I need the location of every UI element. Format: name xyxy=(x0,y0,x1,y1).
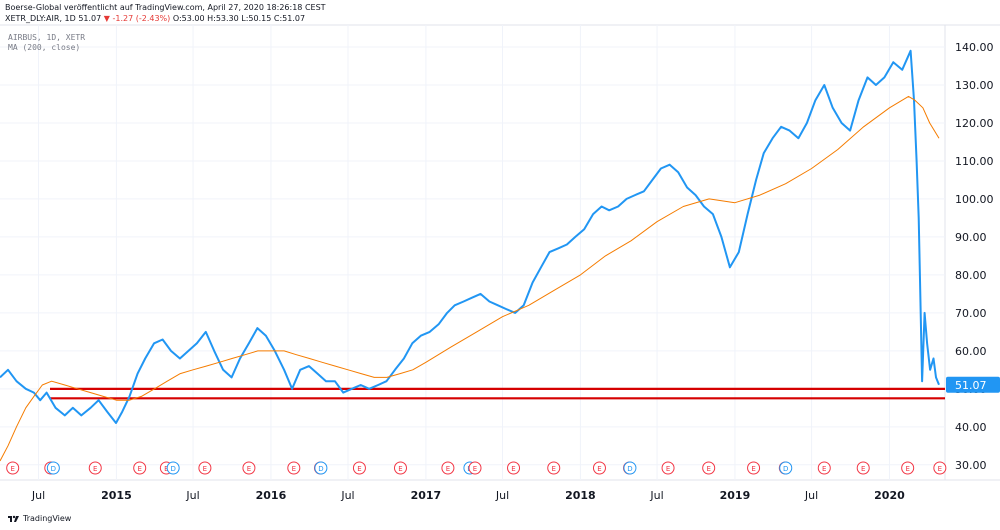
y-tick-label: 60.00 xyxy=(955,345,987,358)
x-tick-label: Jul xyxy=(185,489,199,502)
x-tick-label: Jul xyxy=(495,489,509,502)
event-marker-label: E xyxy=(822,465,826,473)
chart-grid xyxy=(0,24,1000,481)
tradingview-logo[interactable]: TradingView xyxy=(8,514,71,523)
x-tick-label: Jul xyxy=(804,489,818,502)
x-tick-label: Jul xyxy=(649,489,663,502)
event-marker xyxy=(747,461,761,475)
plot-area xyxy=(0,25,945,480)
event-marker-label: E xyxy=(203,465,207,473)
y-axis: 30.0040.0050.0060.0070.0080.0090.00100.0… xyxy=(955,41,994,472)
event-marker-label: D xyxy=(170,465,175,473)
last-price-box xyxy=(946,376,1000,393)
last-price-value: 51.07 xyxy=(955,379,987,392)
event-marker xyxy=(661,461,675,475)
x-tick-label: Jul xyxy=(340,489,354,502)
x-tick-label: 2020 xyxy=(874,489,905,502)
x-tick-label: 2018 xyxy=(565,489,596,502)
tradingview-label: TradingView xyxy=(23,514,72,523)
event-marker-label: E xyxy=(666,465,670,473)
event-marker xyxy=(242,461,256,475)
series-legend[interactable]: AIRBUS, 1D, XETR xyxy=(8,33,86,42)
event-marker-label: E xyxy=(10,465,14,473)
event-marker xyxy=(441,461,455,475)
support-lines xyxy=(50,387,945,400)
event-marker xyxy=(6,461,20,475)
event-marker-label: E xyxy=(446,465,450,473)
event-marker xyxy=(817,461,831,475)
y-tick-label: 100.00 xyxy=(955,193,994,206)
x-axis: Jul 2015 Jul 2016 Jul 2017 Jul 2018 Jul 2019 Jul 20… xyxy=(31,489,905,502)
chart-series xyxy=(0,49,940,462)
y-tick-label: 40.00 xyxy=(955,421,987,434)
event-marker-label: D xyxy=(627,465,632,473)
symbol-line: XETR_DLY:AIR, 1D 51.07 xyxy=(5,14,102,23)
event-marker xyxy=(779,461,793,475)
last-price-label: 51.07 xyxy=(946,376,1000,393)
y-tick-label: 140.00 xyxy=(955,41,994,54)
event-marker xyxy=(702,461,716,475)
y-tick-label: 80.00 xyxy=(955,269,987,282)
event-marker xyxy=(166,461,180,475)
y-tick-label: 90.00 xyxy=(955,231,987,244)
price-line xyxy=(0,49,940,424)
event-marker xyxy=(88,461,102,475)
event-marker xyxy=(623,461,637,475)
event-marker-label: E xyxy=(473,465,477,473)
event-marker-label: E xyxy=(164,465,168,473)
event-marker-label: E xyxy=(706,465,710,473)
event-marker-label: E xyxy=(93,465,97,473)
event-marker-label: E xyxy=(511,465,515,473)
event-marker xyxy=(287,461,301,475)
x-tick-label: 2017 xyxy=(411,489,442,502)
event-marker xyxy=(133,461,147,475)
ohlc-values: O:53.00 H:53.30 L:50.15 C:51.07 xyxy=(172,14,306,23)
ma-legend[interactable]: MA (200, close) xyxy=(8,43,81,52)
event-marker-label: E xyxy=(751,465,755,473)
event-marker xyxy=(933,461,947,475)
y-tick-label: 120.00 xyxy=(955,117,994,130)
event-marker xyxy=(393,461,407,475)
x-tick-label: Jul xyxy=(31,489,45,502)
event-markers: EEDEEEDEEEEDEEEDEEEEEDEEEEDEEEE xyxy=(6,461,947,475)
event-marker-label: E xyxy=(357,465,361,473)
x-tick-label: 2015 xyxy=(101,489,132,502)
event-marker-label: D xyxy=(318,465,323,473)
event-marker-label: E xyxy=(597,465,601,473)
event-marker-label: D xyxy=(783,465,788,473)
event-marker-label: E xyxy=(292,465,296,473)
event-marker-label: E xyxy=(938,465,942,473)
y-tick-label: 110.00 xyxy=(955,155,994,168)
x-tick-label: 2019 xyxy=(720,489,751,502)
y-tick-label: 30.00 xyxy=(955,459,987,472)
event-marker xyxy=(468,461,482,475)
ma-line xyxy=(0,95,940,462)
publish-info: Boerse-Global veröffentlicht auf Trading… xyxy=(5,3,326,12)
event-marker xyxy=(507,461,521,475)
event-marker xyxy=(314,461,328,475)
event-marker-label: D xyxy=(51,465,56,473)
event-marker-label: E xyxy=(905,465,909,473)
y-tick-label: 130.00 xyxy=(955,79,994,92)
event-marker-label: E xyxy=(137,465,141,473)
event-marker xyxy=(46,461,60,475)
price-change: ▼ -1.27 (-2.43%) xyxy=(103,14,171,23)
tradingview-icon xyxy=(8,515,20,522)
event-marker-label: E xyxy=(247,465,251,473)
symbol-quote-line: XETR_DLY:AIR, 1D 51.07 ▼ -1.27 (-2.43%) … xyxy=(5,14,305,23)
event-marker-label: E xyxy=(861,465,865,473)
event-marker-label: E xyxy=(552,465,556,473)
event-marker xyxy=(198,461,212,475)
event-marker xyxy=(901,461,915,475)
event-marker xyxy=(592,461,606,475)
event-marker-label: E xyxy=(398,465,402,473)
event-marker xyxy=(352,461,366,475)
x-tick-label: 2016 xyxy=(256,489,287,502)
event-marker xyxy=(856,461,870,475)
y-tick-label: 70.00 xyxy=(955,307,987,320)
event-marker xyxy=(547,461,561,475)
